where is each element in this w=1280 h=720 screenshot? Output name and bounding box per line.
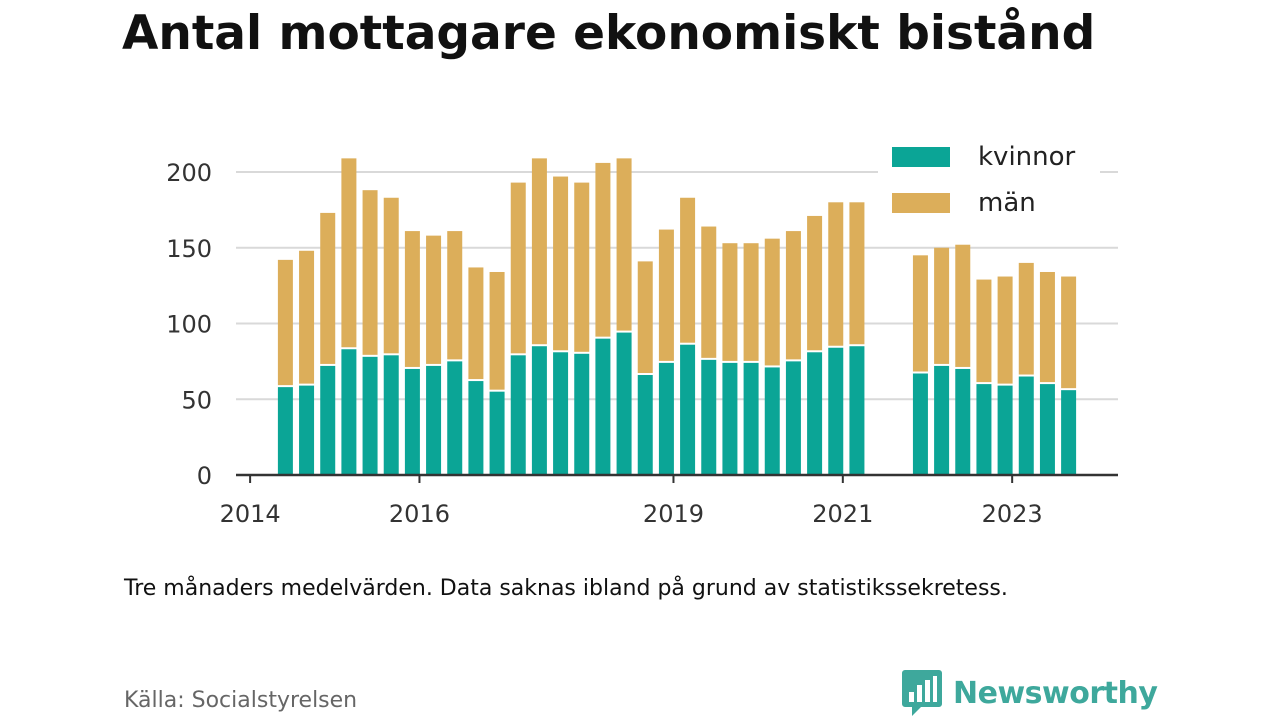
axis-layer: 0 50 100 150 200 2014 2016 2019 2021 2023 <box>166 159 1118 528</box>
bar-kvinnor <box>320 365 336 475</box>
bar-man <box>616 158 632 331</box>
x-tick-label: 2019 <box>643 500 704 528</box>
bar-kvinnor <box>934 365 950 475</box>
bar-kvinnor <box>1039 384 1055 475</box>
bar-man <box>299 250 315 384</box>
bar-man <box>426 235 442 364</box>
legend-label: män <box>978 188 1036 218</box>
bar-kvinnor <box>447 361 463 475</box>
y-tick-label: 150 <box>166 235 212 263</box>
bar-man <box>277 259 293 386</box>
y-tick-label: 0 <box>197 462 212 490</box>
y-tick-label: 100 <box>166 311 212 339</box>
bar-man <box>743 243 759 361</box>
bar-kvinnor <box>383 355 399 475</box>
legend-label: kvinnor <box>978 142 1076 172</box>
bar-kvinnor <box>997 385 1013 475</box>
bar-man <box>404 231 420 367</box>
bar-man <box>595 162 611 337</box>
x-tick-label: 2021 <box>812 500 873 528</box>
bar-kvinnor <box>701 359 717 475</box>
bar-kvinnor <box>955 368 971 475</box>
bar-kvinnor <box>722 362 738 475</box>
bar-kvinnor <box>764 367 780 475</box>
y-tick-label: 200 <box>166 159 212 187</box>
legend: kvinnor män <box>878 134 1100 226</box>
newsworthy-logo-icon <box>902 670 942 716</box>
bars-layer <box>277 158 1077 475</box>
bar-man <box>680 197 696 343</box>
bar-kvinnor <box>531 346 547 475</box>
bar-kvinnor <box>468 381 484 475</box>
bar-man <box>955 244 971 367</box>
bar-kvinnor <box>299 385 315 475</box>
bar-man <box>468 267 484 380</box>
bar-man <box>553 176 569 351</box>
bar-kvinnor <box>362 356 378 475</box>
bar-man <box>828 202 844 346</box>
brand-name: Newsworthy <box>953 675 1158 711</box>
bar-man <box>849 202 865 345</box>
bar-man <box>637 261 653 374</box>
bar-kvinnor <box>404 368 420 475</box>
bar-man <box>574 182 590 352</box>
bar-man <box>785 231 801 360</box>
bar-kvinnor <box>426 365 442 475</box>
bar-kvinnor <box>595 338 611 475</box>
brand-logo: Newsworthy <box>901 668 1158 718</box>
bar-kvinnor <box>637 375 653 475</box>
bar-kvinnor <box>849 346 865 475</box>
source-text: Källa: Socialstyrelsen <box>124 688 358 713</box>
bar-kvinnor <box>553 352 569 475</box>
bar-kvinnor <box>489 391 505 475</box>
bar-kvinnor <box>1018 376 1034 475</box>
bar-man <box>489 271 505 390</box>
bar-kvinnor <box>743 362 759 475</box>
bar-man <box>383 197 399 354</box>
legend-swatch <box>892 147 950 167</box>
bar-man <box>320 212 336 364</box>
bar-kvinnor <box>510 355 526 475</box>
legend-swatch <box>892 193 950 213</box>
bar-kvinnor <box>658 362 674 475</box>
bar-kvinnor <box>828 347 844 475</box>
bar-man <box>997 276 1013 384</box>
bar-man <box>1039 271 1055 383</box>
bar-kvinnor <box>1061 390 1077 475</box>
bar-man <box>1061 276 1077 389</box>
bar-chart: 0 50 100 150 200 2014 2016 2019 2021 2023 kvinnor… <box>166 134 1118 528</box>
bar-kvinnor <box>785 361 801 475</box>
bar-kvinnor <box>807 352 823 475</box>
bar-kvinnor <box>976 384 992 475</box>
bar-man <box>764 238 780 366</box>
x-tick-label: 2016 <box>389 500 450 528</box>
bar-man <box>976 279 992 383</box>
bar-kvinnor <box>912 373 928 475</box>
bar-man <box>531 158 547 345</box>
bar-man <box>934 247 950 364</box>
bar-man <box>912 255 928 372</box>
bar-man <box>362 190 378 355</box>
bar-man <box>658 229 674 361</box>
bar-kvinnor <box>680 344 696 475</box>
x-tick-label: 2023 <box>982 500 1043 528</box>
bar-man <box>1018 262 1034 375</box>
bar-kvinnor <box>574 353 590 475</box>
chart-note: Tre månaders medelvärden. Data saknas ib… <box>124 576 1008 601</box>
bar-man <box>510 182 526 354</box>
bar-kvinnor <box>277 387 293 475</box>
grid-layer <box>236 171 1118 401</box>
y-tick-label: 50 <box>181 386 212 414</box>
x-tick-label: 2014 <box>220 500 281 528</box>
bar-man <box>722 243 738 361</box>
bar-man <box>447 231 463 360</box>
bar-man <box>701 226 717 358</box>
chart-title: Antal mottagare ekonomiskt bistånd <box>122 6 1096 61</box>
bar-kvinnor <box>341 349 357 475</box>
bar-kvinnor <box>616 332 632 475</box>
bar-man <box>807 215 823 351</box>
bar-man <box>341 158 357 348</box>
